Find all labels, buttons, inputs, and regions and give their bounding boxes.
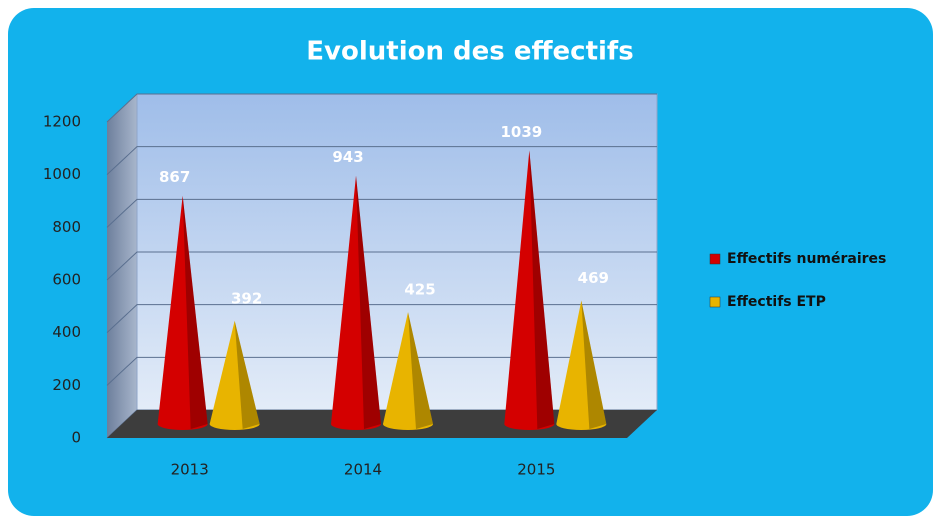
cone <box>331 175 381 430</box>
cone-shade <box>356 175 381 429</box>
grid-line <box>106 356 657 386</box>
cone-shade <box>234 320 260 429</box>
legend-swatch <box>709 296 721 308</box>
cone-shade <box>529 150 555 429</box>
y-tick-label: 400 <box>52 323 81 341</box>
chart-title: Evolution des effectifs <box>306 37 633 67</box>
x-tick-label: 2015 <box>517 461 555 479</box>
data-label: 1039 <box>500 123 542 141</box>
data-label: 425 <box>404 281 435 299</box>
cone <box>556 300 607 431</box>
cone-shade <box>581 300 607 429</box>
y-tick-label: 800 <box>52 218 81 236</box>
cone <box>157 195 208 430</box>
grid-line <box>106 93 657 123</box>
legend-label: Effectifs numéraires <box>727 251 886 267</box>
y-tick-label: 200 <box>52 376 81 394</box>
legend-label: Effectifs ETP <box>727 294 826 310</box>
y-tick-label: 0 <box>71 429 81 447</box>
data-label: 943 <box>332 148 363 166</box>
grid-line <box>106 304 657 334</box>
y-tick-label: 1200 <box>43 113 81 131</box>
cone-shade <box>408 312 433 429</box>
grid-line <box>106 198 657 228</box>
data-label: 392 <box>231 289 262 307</box>
x-tick-label: 2013 <box>171 461 209 479</box>
data-label: 469 <box>578 269 609 287</box>
grid-line <box>106 251 657 281</box>
x-tick-label: 2014 <box>344 461 382 479</box>
cone <box>209 320 260 431</box>
cone-shade <box>182 195 208 429</box>
cone <box>504 150 555 430</box>
legend-swatch <box>709 253 721 265</box>
data-label: 867 <box>159 168 190 186</box>
y-tick-label: 1000 <box>43 165 81 183</box>
cone <box>383 312 433 430</box>
grid-line <box>106 146 657 176</box>
y-tick-label: 600 <box>52 271 81 289</box>
